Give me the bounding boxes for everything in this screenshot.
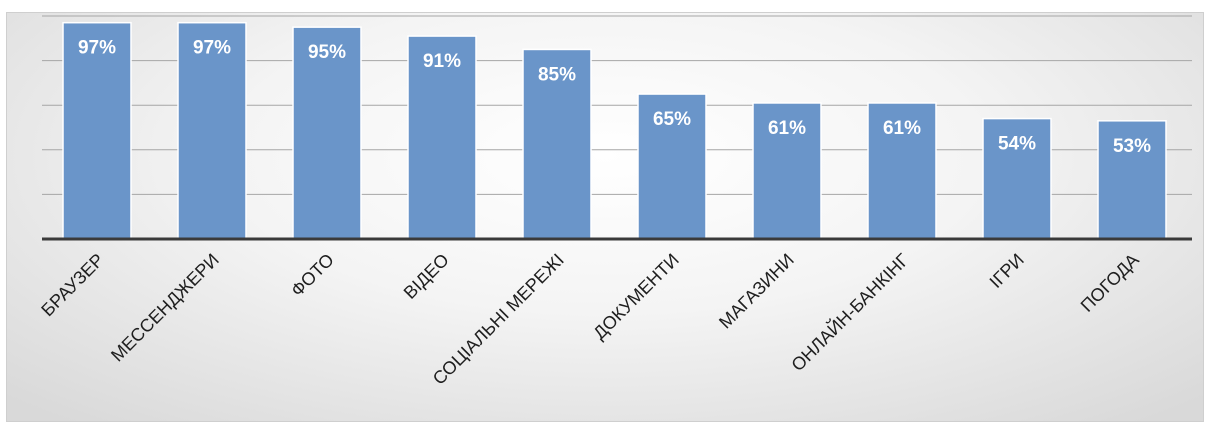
value-labels: 97% 97% 95% 91% 85% 65% 61% 61% 54% 53%	[78, 38, 1151, 157]
data-label: 61%	[883, 118, 921, 139]
bar	[637, 93, 707, 240]
bar	[752, 102, 822, 240]
bar	[522, 48, 592, 240]
category-label: МЕССЕНДЖЕРИ	[107, 250, 223, 366]
data-label: 91%	[423, 51, 461, 72]
data-label: 97%	[78, 38, 116, 59]
data-label: 53%	[1113, 136, 1151, 157]
category-label: ВІДЕО	[400, 250, 453, 303]
bar	[982, 117, 1052, 240]
bar-chart: 97% 97% 95% 91% 85% 65% 61% 61% 54% 53% БРАУЗЕР МЕ…	[37, 15, 1192, 389]
bar	[62, 21, 132, 240]
category-label: ПОГОДА	[1077, 250, 1143, 316]
category-label: БРАУЗЕР	[37, 250, 108, 321]
category-label: ОНЛАЙН-БАНКІНГ	[787, 249, 913, 375]
category-label: МАГАЗИНИ	[715, 250, 798, 333]
data-label: 97%	[193, 38, 231, 59]
chart-area: 97% 97% 95% 91% 85% 65% 61% 61% 54% 53% БРАУЗЕР МЕ…	[6, 12, 1204, 422]
bar	[407, 35, 477, 240]
bar	[1097, 120, 1167, 240]
data-label: 85%	[538, 64, 576, 85]
data-label: 54%	[998, 134, 1036, 155]
data-label: 65%	[653, 109, 691, 130]
bar	[867, 102, 937, 240]
data-label: 61%	[768, 118, 806, 139]
category-label: ФОТО	[287, 250, 338, 301]
category-label: ІГРИ	[986, 250, 1028, 292]
data-label: 95%	[308, 42, 346, 63]
bar	[292, 26, 362, 240]
bars	[62, 21, 1167, 240]
category-label: СОЦІАЛЬНІ МЕРЕЖІ	[429, 250, 568, 389]
category-label: ДОКУМЕНТИ	[589, 250, 683, 344]
